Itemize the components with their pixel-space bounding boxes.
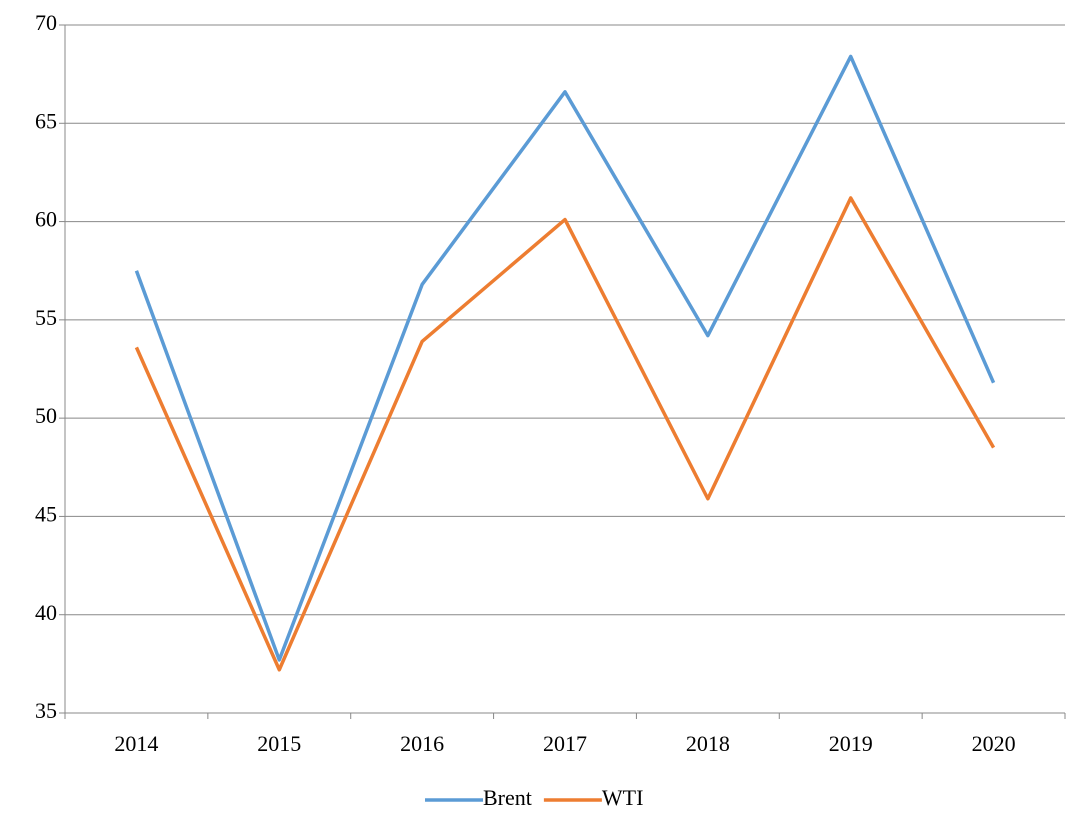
y-tick-label: 45 <box>35 501 57 526</box>
x-tick-label: 2016 <box>400 731 444 756</box>
y-tick-label: 60 <box>35 207 57 232</box>
x-tick-label: 2017 <box>543 731 587 756</box>
y-tick-label: 65 <box>35 108 57 133</box>
x-tick-label: 2018 <box>686 731 730 756</box>
series-line <box>134 196 996 672</box>
x-tick-label: 2015 <box>257 731 301 756</box>
x-tick-label: 2014 <box>114 731 158 756</box>
y-tick-label: 70 <box>35 10 57 35</box>
y-tick-label: 35 <box>35 698 57 723</box>
y-tick-label: 40 <box>35 600 57 625</box>
x-tick-label: 2019 <box>829 731 873 756</box>
y-tick-label: 50 <box>35 403 57 428</box>
legend-label: Brent <box>483 785 532 810</box>
legend-label: WTI <box>602 785 644 810</box>
x-tick-label: 2020 <box>972 731 1016 756</box>
y-tick-label: 55 <box>35 305 57 330</box>
series-line <box>134 54 996 662</box>
